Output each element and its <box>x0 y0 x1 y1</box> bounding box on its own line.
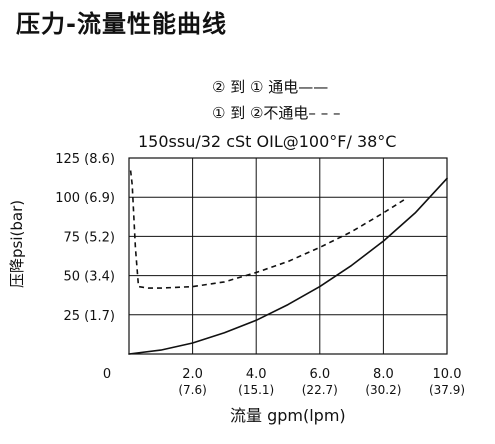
legend-dashed-label: ① 到 ②不通电– – – <box>212 104 341 122</box>
grid-lines <box>129 158 447 354</box>
x-tick-sublabel-4: (30.2) <box>365 383 401 397</box>
x-tick-label-2: 4.0 <box>246 367 267 382</box>
series-line-dashed <box>129 170 407 289</box>
chart-subtitle: 150ssu/32 cSt OIL@100°F/ 38°C <box>138 132 397 151</box>
x-tick-sublabel-3: (22.7) <box>302 383 338 397</box>
legend-solid-label: ② 到 ① 通电—— <box>212 78 329 96</box>
y-tick-label-3: 100 (6.9) <box>55 191 115 206</box>
y-tick-label-2: 75 (5.2) <box>64 230 116 245</box>
plot-frame <box>128 157 448 355</box>
x-tick-sublabel-1: (7.6) <box>178 383 206 397</box>
x-axis-label: 流量 gpm(lpm) <box>230 406 346 425</box>
series-line-solid <box>128 177 448 355</box>
x-tick-sublabel-2: (15.1) <box>238 383 274 397</box>
y-tick-label-0: 25 (1.7) <box>64 309 116 324</box>
y-tick-label-4: 125 (8.6) <box>55 152 115 167</box>
axis-ticks: 0 2.0(7.6) 4.0(15.1) 6.0(22.7) 8.0(30.2) 10.0… <box>55 152 465 397</box>
x-tick-label-0: 0 <box>103 367 111 382</box>
x-tick-label-5: 10.0 <box>433 367 462 382</box>
series-group <box>128 170 448 355</box>
x-tick-label-3: 6.0 <box>309 367 330 382</box>
x-tick-label-1: 2.0 <box>182 367 203 382</box>
chart-title-header: 压力-流量性能曲线 <box>16 10 227 38</box>
y-tick-label-1: 50 (3.4) <box>64 270 116 285</box>
x-tick-label-4: 8.0 <box>373 367 394 382</box>
x-tick-sublabel-5: (37.9) <box>429 383 465 397</box>
y-axis-label: 压降psi(bar) <box>8 199 26 288</box>
